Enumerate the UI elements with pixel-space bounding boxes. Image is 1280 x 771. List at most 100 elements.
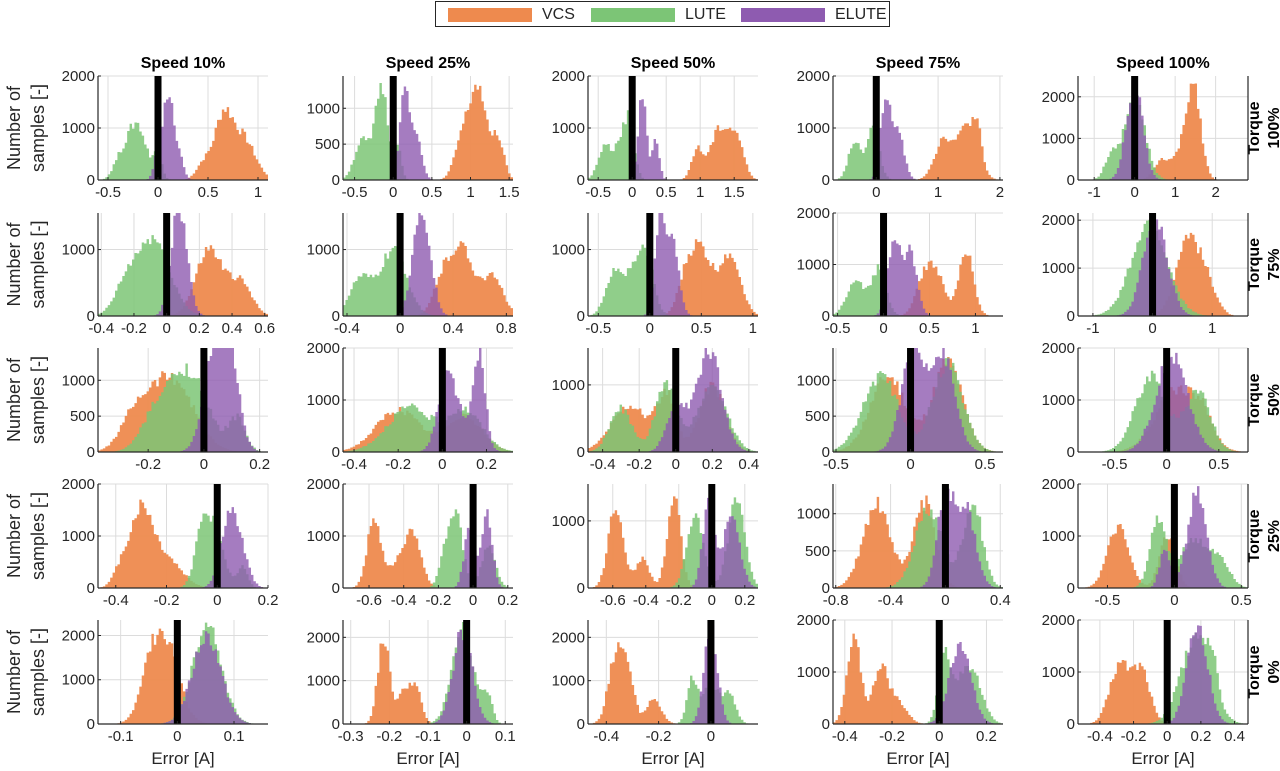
- histogram-lute: [343, 246, 513, 316]
- histogram-elute: [588, 620, 758, 724]
- panel-r4-c2: -0.4 -0.2 0 0 1000 2000: [552, 620, 758, 745]
- y-tick-label: 0: [87, 172, 95, 189]
- row-label-torque-0: Torque 100%: [1246, 101, 1280, 154]
- y-tick-label: 0: [1067, 716, 1075, 733]
- y-axis-label-line1: Number of: [4, 493, 24, 578]
- row-label-line1: Torque: [1246, 101, 1263, 154]
- x-tick-label: 1: [1208, 320, 1216, 337]
- x-tick-label: 1: [934, 184, 942, 201]
- y-axis-label-1: Number of samples [-]: [4, 220, 48, 308]
- y-axis-label-line2: samples [-]: [28, 84, 48, 172]
- y-tick-label: 2000: [62, 476, 95, 493]
- histogram-elute: [98, 213, 268, 316]
- y-tick-label: 1000: [552, 513, 585, 530]
- zero-reference-line: [154, 76, 162, 180]
- x-tick-label: 0.6: [254, 320, 275, 337]
- x-tick-label: 0: [438, 456, 446, 473]
- panel-r1-c0: -0.4 -0.2 0 0.2 0.4 0.6 0 1000: [62, 213, 275, 337]
- y-tick-label: 1000: [62, 528, 95, 545]
- zero-reference-line: [469, 484, 477, 588]
- x-tick-label: 0: [213, 592, 221, 609]
- histogram-vcs: [833, 633, 1003, 724]
- zero-reference-line: [707, 620, 715, 724]
- y-tick-label: 1000: [552, 242, 585, 259]
- y-axis-label-line1: Number of: [4, 357, 24, 442]
- histogram-vcs: [588, 239, 758, 316]
- x-tick-label: 2: [996, 184, 1004, 201]
- y-tick-label: 2000: [1042, 476, 1075, 493]
- zero-reference-line: [1149, 213, 1157, 316]
- y-tick-label: 2000: [62, 68, 95, 85]
- zero-reference-line: [1131, 76, 1139, 180]
- zero-reference-line: [941, 484, 949, 588]
- y-axis-label-line2: samples [-]: [28, 220, 48, 308]
- y-axis-label-line2: samples [-]: [28, 628, 48, 716]
- histogram-elute: [343, 213, 513, 316]
- histogram-elute: [343, 630, 513, 724]
- x-tick-label: -0.2: [879, 728, 905, 745]
- x-tick-label: 0.2: [476, 456, 497, 473]
- y-tick-label: 2000: [797, 612, 830, 629]
- zero-reference-line: [935, 620, 943, 724]
- y-axis-label-line2: samples [-]: [28, 356, 48, 444]
- x-tick-label: 0.5: [656, 184, 677, 201]
- y-tick-label: 2000: [1042, 340, 1075, 357]
- x-tick-label: 1: [254, 184, 262, 201]
- histogram-lute: [588, 244, 758, 316]
- x-tick-label: 0.5: [1231, 592, 1252, 609]
- x-tick-label: -0.5: [342, 184, 368, 201]
- y-tick-label: 2000: [1042, 89, 1075, 106]
- x-tick-label: -0.4: [391, 592, 417, 609]
- y-tick-label: 1000: [307, 242, 340, 259]
- x-tick-label: -0.4: [590, 456, 616, 473]
- x-tick-label: -0.3: [338, 728, 364, 745]
- row-label-line1: Torque: [1246, 238, 1263, 291]
- y-tick-label: 0: [87, 580, 95, 597]
- x-tick-label: -0.6: [356, 592, 382, 609]
- x-tick-label: -0.2: [425, 592, 451, 609]
- x-tick-label: -0.4: [341, 456, 367, 473]
- x-tick-label: 0: [646, 320, 654, 337]
- histogram-vcs: [343, 643, 513, 724]
- x-tick-label: -1: [1086, 320, 1099, 337]
- y-tick-label: 1000: [552, 120, 585, 137]
- zero-reference-line: [880, 213, 888, 316]
- zero-reference-line: [1163, 348, 1171, 452]
- x-tick-label: 1: [1171, 184, 1179, 201]
- x-tick-label: -0.4: [1087, 728, 1113, 745]
- histogram-elute: [588, 348, 758, 452]
- panel-r3-c3: -0.8 -0.4 0 0.4 0 500 1000: [797, 484, 1011, 609]
- row-label-line1: Torque: [1246, 509, 1263, 562]
- x-tick-label: 0: [879, 320, 887, 337]
- y-tick-label: 0: [87, 716, 95, 733]
- y-tick-label: 0: [332, 716, 340, 733]
- x-tick-label: 1: [749, 320, 757, 337]
- x-tick-label: -0.5: [1102, 456, 1128, 473]
- x-tick-label: -0.2: [626, 456, 652, 473]
- legend-label-elute: ELUTE: [835, 6, 887, 23]
- y-tick-label: 0: [332, 444, 340, 461]
- x-tick-label: 0.5: [919, 320, 940, 337]
- histogram-vcs: [1078, 232, 1248, 316]
- histogram-elute: [98, 631, 268, 724]
- y-axis-label-4: Number of samples [-]: [4, 628, 48, 716]
- y-tick-label: 2000: [1042, 612, 1075, 629]
- x-tick-label: 0.2: [1190, 728, 1211, 745]
- x-tick-label: 0.4: [1224, 728, 1245, 745]
- y-tick-label: 0: [822, 172, 830, 189]
- row-label-line2: 100%: [1266, 108, 1280, 149]
- x-tick-label: 0.5: [975, 456, 996, 473]
- column-title-speed-3: Speed 75%: [876, 55, 960, 72]
- x-tick-label: 0: [1148, 320, 1156, 337]
- y-tick-label: 0: [332, 580, 340, 597]
- x-tick-label: -0.2: [666, 592, 692, 609]
- y-tick-label: 500: [805, 543, 830, 560]
- column-title-speed-2: Speed 50%: [631, 55, 715, 72]
- histogram-lute: [343, 83, 513, 180]
- x-tick-label: 2: [1211, 184, 1219, 201]
- histogram-elute: [588, 497, 758, 588]
- zero-reference-line: [213, 484, 221, 588]
